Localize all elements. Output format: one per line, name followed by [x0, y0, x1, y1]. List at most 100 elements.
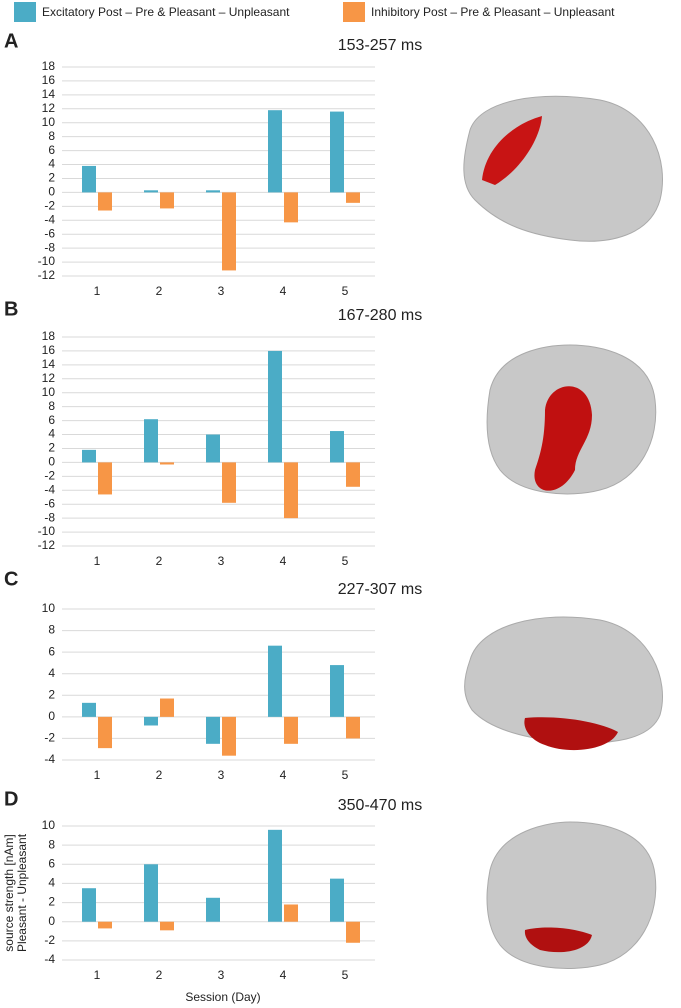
bar: [222, 192, 236, 271]
y-tick-label: -10: [38, 254, 56, 268]
panel-letter: D: [4, 788, 18, 810]
bar: [160, 921, 174, 931]
y-tick-label: 2: [48, 895, 55, 909]
x-tick-label: 4: [280, 768, 287, 782]
legend-swatch: [343, 2, 365, 22]
x-tick-label: 3: [218, 554, 225, 568]
bar: [330, 431, 344, 463]
x-tick-label: 2: [156, 554, 163, 568]
y-tick-label: 14: [42, 87, 56, 101]
y-tick-label: -2: [44, 469, 55, 483]
bar: [206, 434, 220, 463]
y-tick-label: -2: [44, 731, 55, 745]
bar: [330, 665, 344, 717]
y-axis-label: source strength [nAm]: [2, 834, 16, 951]
y-tick-label: 2: [48, 441, 55, 455]
y-tick-label: 4: [48, 876, 55, 890]
bar: [206, 716, 220, 744]
bar: [346, 192, 360, 203]
chart-title: 153-257 ms: [338, 37, 423, 54]
x-axis-label: Session (Day): [185, 990, 260, 1004]
y-tick-label: 12: [42, 371, 56, 385]
y-tick-label: 8: [48, 623, 55, 637]
x-tick-label: 5: [342, 554, 349, 568]
bar: [82, 702, 96, 717]
y-tick-label: 18: [42, 329, 56, 343]
bar: [268, 645, 282, 717]
legend-label: Inhibitory Post – Pre & Pleasant – Unple…: [371, 5, 615, 19]
bar: [98, 921, 112, 929]
bar: [268, 110, 282, 193]
y-tick-label: -6: [44, 226, 55, 240]
y-tick-label: 6: [48, 143, 55, 157]
y-tick-label: 4: [48, 666, 55, 680]
x-tick-label: 2: [156, 968, 163, 982]
bar: [222, 716, 236, 756]
x-tick-label: 1: [94, 284, 101, 298]
bar: [82, 888, 96, 922]
bar: [346, 716, 360, 739]
y-tick-label: -4: [44, 952, 55, 966]
chart-title: 350-470 ms: [338, 797, 423, 814]
chart-title: 167-280 ms: [338, 307, 423, 324]
y-tick-label: 16: [42, 73, 56, 87]
bar: [144, 864, 158, 922]
y-tick-label: 18: [42, 59, 56, 73]
x-tick-label: 3: [218, 768, 225, 782]
chart-title: 227-307 ms: [338, 581, 423, 598]
panel-letter: A: [4, 30, 18, 52]
bar: [160, 192, 174, 209]
y-tick-label: 12: [42, 101, 56, 115]
bar: [330, 878, 344, 922]
legend-label: Excitatory Post – Pre & Pleasant – Unple…: [42, 5, 290, 19]
y-tick-label: 6: [48, 413, 55, 427]
y-tick-label: 8: [48, 129, 55, 143]
y-tick-label: 10: [42, 601, 56, 615]
y-tick-label: 10: [42, 385, 56, 399]
panel-letter: C: [4, 568, 18, 590]
y-tick-label: -4: [44, 752, 55, 766]
x-tick-label: 4: [280, 554, 287, 568]
y-tick-label: 4: [48, 157, 55, 171]
bar: [206, 190, 220, 193]
y-tick-label: 2: [48, 171, 55, 185]
bar: [346, 462, 360, 487]
bar: [98, 716, 112, 749]
y-tick-label: 8: [48, 399, 55, 413]
y-tick-label: -2: [44, 933, 55, 947]
y-tick-label: 6: [48, 856, 55, 870]
x-tick-label: 2: [156, 284, 163, 298]
legend-swatch: [14, 2, 36, 22]
y-tick-label: -12: [38, 538, 56, 552]
y-tick-label: 14: [42, 357, 56, 371]
y-tick-label: -8: [44, 240, 55, 254]
y-tick-label: 4: [48, 427, 55, 441]
x-tick-label: 3: [218, 284, 225, 298]
y-tick-label: 0: [48, 455, 55, 469]
bar: [98, 462, 112, 495]
bar: [160, 462, 174, 465]
bar: [144, 716, 158, 726]
x-tick-label: 3: [218, 968, 225, 982]
y-tick-label: 8: [48, 837, 55, 851]
y-axis-label: Pleasant - Unpleasant: [15, 833, 29, 952]
bar: [206, 897, 220, 922]
panel-letter: B: [4, 298, 18, 320]
brain-image: [463, 95, 663, 242]
y-tick-label: 0: [48, 709, 55, 723]
brain-image: [486, 821, 657, 969]
bar: [144, 190, 158, 193]
bar: [346, 921, 360, 943]
bar: [268, 829, 282, 922]
y-tick-label: 10: [42, 115, 56, 129]
bar: [160, 698, 174, 717]
y-tick-label: 0: [48, 185, 55, 199]
bar: [98, 192, 112, 211]
bar: [284, 904, 298, 922]
y-tick-label: -4: [44, 212, 55, 226]
y-tick-label: 0: [48, 914, 55, 928]
x-tick-label: 1: [94, 554, 101, 568]
y-tick-label: -6: [44, 496, 55, 510]
y-tick-label: -2: [44, 199, 55, 213]
